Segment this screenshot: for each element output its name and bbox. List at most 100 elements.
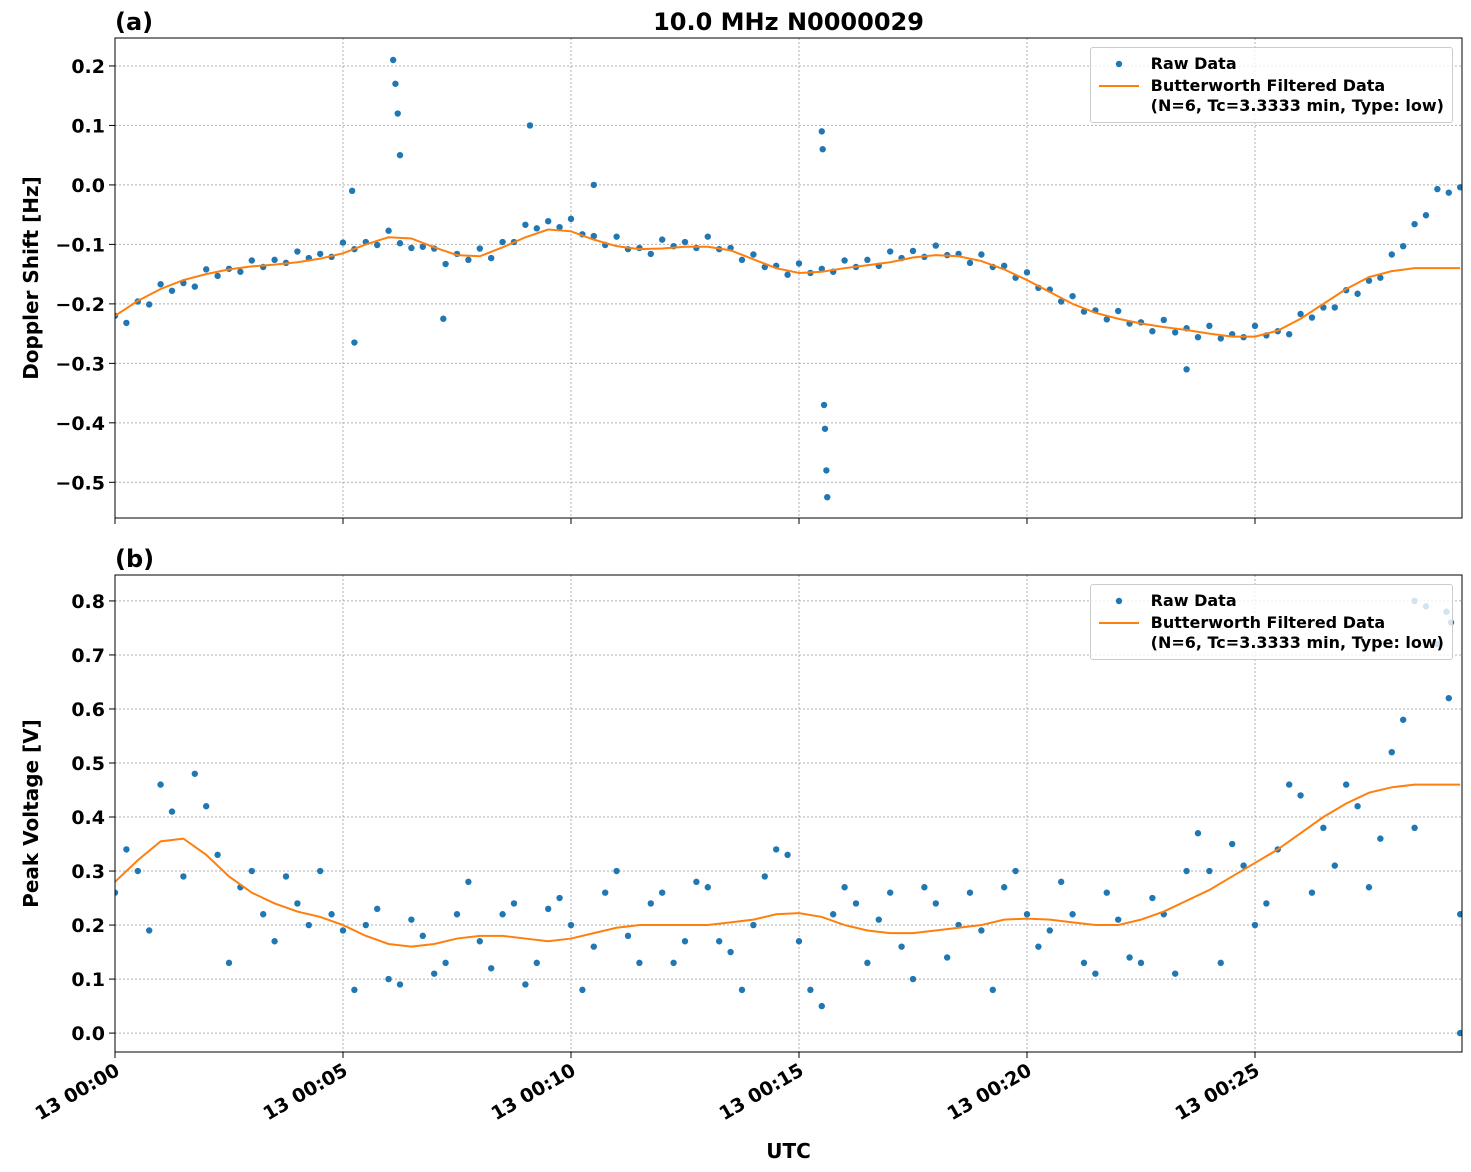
raw-point <box>259 911 267 918</box>
axes-frame <box>114 37 1463 519</box>
legend-label: Raw Data <box>1150 591 1237 610</box>
raw-point <box>316 867 324 875</box>
legend: Raw Data Butterworth Filtered Data (N=6, … <box>1089 47 1453 123</box>
raw-point <box>394 110 401 117</box>
x-tick-label: 13 00:05 <box>259 1059 351 1125</box>
raw-point <box>465 256 472 264</box>
raw-point <box>613 233 620 240</box>
raw-point <box>978 251 985 258</box>
y-tick-label: −0.2 <box>55 294 105 316</box>
raw-point <box>1251 921 1259 929</box>
y-tick-label: 0.2 <box>71 56 105 78</box>
y-tick-label: −0.4 <box>55 413 105 435</box>
plot: −0.5 −0.4 −0.3 −0.2 −0.1 0.0 0.1 0.2 (a) 10.0 MHz… <box>19 8 1463 524</box>
raw-point <box>544 217 552 225</box>
raw-point <box>567 215 575 223</box>
raw-point <box>248 867 255 875</box>
raw-point <box>1057 878 1065 886</box>
raw-point <box>1377 274 1384 281</box>
raw-point <box>681 938 689 945</box>
raw-point <box>658 889 666 896</box>
raw-point <box>1092 970 1099 977</box>
raw-point <box>248 257 255 264</box>
y-tick-label: −0.3 <box>55 353 105 375</box>
raw-point <box>396 981 404 988</box>
raw-point <box>1080 959 1088 967</box>
raw-point <box>966 889 974 896</box>
y-tick-label: 0.1 <box>71 969 105 991</box>
raw-point <box>1035 943 1042 950</box>
raw-point <box>225 959 233 967</box>
raw-point <box>1103 889 1110 896</box>
raw-point <box>1456 184 1462 191</box>
raw-point <box>1194 333 1202 341</box>
raw-point <box>1388 748 1395 756</box>
raw-point <box>123 319 130 327</box>
raw-point <box>1206 867 1213 875</box>
y-tick-label: 0.0 <box>71 175 105 197</box>
raw-point <box>1411 824 1418 832</box>
raw-point <box>1046 927 1053 934</box>
raw-point <box>214 272 221 280</box>
raw-point <box>499 911 506 918</box>
raw-point <box>123 846 130 853</box>
raw-point <box>820 401 828 409</box>
raw-point <box>989 986 996 994</box>
raw-point <box>647 250 654 258</box>
raw-point <box>921 884 928 891</box>
raw-point <box>1354 290 1361 297</box>
raw-point <box>526 122 534 129</box>
raw-point <box>1285 781 1293 788</box>
panel-label: (a) <box>115 8 153 36</box>
y-tick-label: 0.6 <box>71 699 105 721</box>
raw-point <box>909 975 917 983</box>
raw-point <box>704 884 711 891</box>
raw-point <box>351 339 358 346</box>
raw-point <box>362 921 369 929</box>
raw-point <box>601 889 609 896</box>
raw-point <box>145 927 153 934</box>
raw-point <box>841 884 848 891</box>
raw-point <box>590 232 597 240</box>
raw-point <box>1149 894 1156 902</box>
raw-point <box>818 265 825 272</box>
raw-point <box>1285 331 1293 338</box>
raw-point <box>1057 298 1065 305</box>
raw-point <box>522 981 529 988</box>
raw-point <box>385 227 392 234</box>
raw-point <box>180 873 187 880</box>
raw-point <box>1000 262 1008 270</box>
y-axis-label: Doppler Shift [Hz] <box>19 176 43 380</box>
raw-point <box>499 238 506 246</box>
panel-label: (b) <box>115 545 154 573</box>
raw-point <box>829 911 837 918</box>
raw-point <box>348 187 356 195</box>
raw-point <box>590 943 597 950</box>
raw-point <box>134 867 141 875</box>
raw-point <box>1183 366 1190 373</box>
raw-point <box>1194 830 1202 837</box>
raw-point <box>237 268 244 275</box>
y-axis-label: Peak Voltage [V] <box>19 719 43 908</box>
legend-entry: Raw Data <box>1099 591 1444 611</box>
axes-frame <box>114 574 1463 1053</box>
raw-point <box>693 878 700 886</box>
raw-point <box>932 900 939 907</box>
raw-point <box>943 954 951 961</box>
raw-point <box>1434 185 1441 193</box>
legend-swatch <box>1098 85 1139 87</box>
raw-point <box>1171 970 1179 977</box>
raw-point <box>1365 884 1373 891</box>
raw-point <box>1331 862 1338 869</box>
raw-point <box>567 921 575 929</box>
marks <box>115 597 1462 1037</box>
raw-point <box>440 315 447 322</box>
raw-point <box>761 873 768 880</box>
x-tick-label: 13 00:10 <box>487 1059 579 1125</box>
legend-label: Butterworth Filtered Data (N=6, Tc=3.333… <box>1150 76 1444 115</box>
raw-point <box>1160 316 1167 324</box>
raw-point <box>396 240 404 247</box>
legend-swatch <box>1115 597 1122 605</box>
raw-point <box>373 241 381 249</box>
